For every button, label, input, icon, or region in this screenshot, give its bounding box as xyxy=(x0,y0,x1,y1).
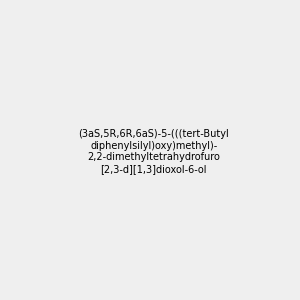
Text: (3aS,5R,6R,6aS)-5-(((tert-Butyl
diphenylsilyl)oxy)methyl)-
2,2-dimethyltetrahydr: (3aS,5R,6R,6aS)-5-(((tert-Butyl diphenyl… xyxy=(78,129,229,174)
